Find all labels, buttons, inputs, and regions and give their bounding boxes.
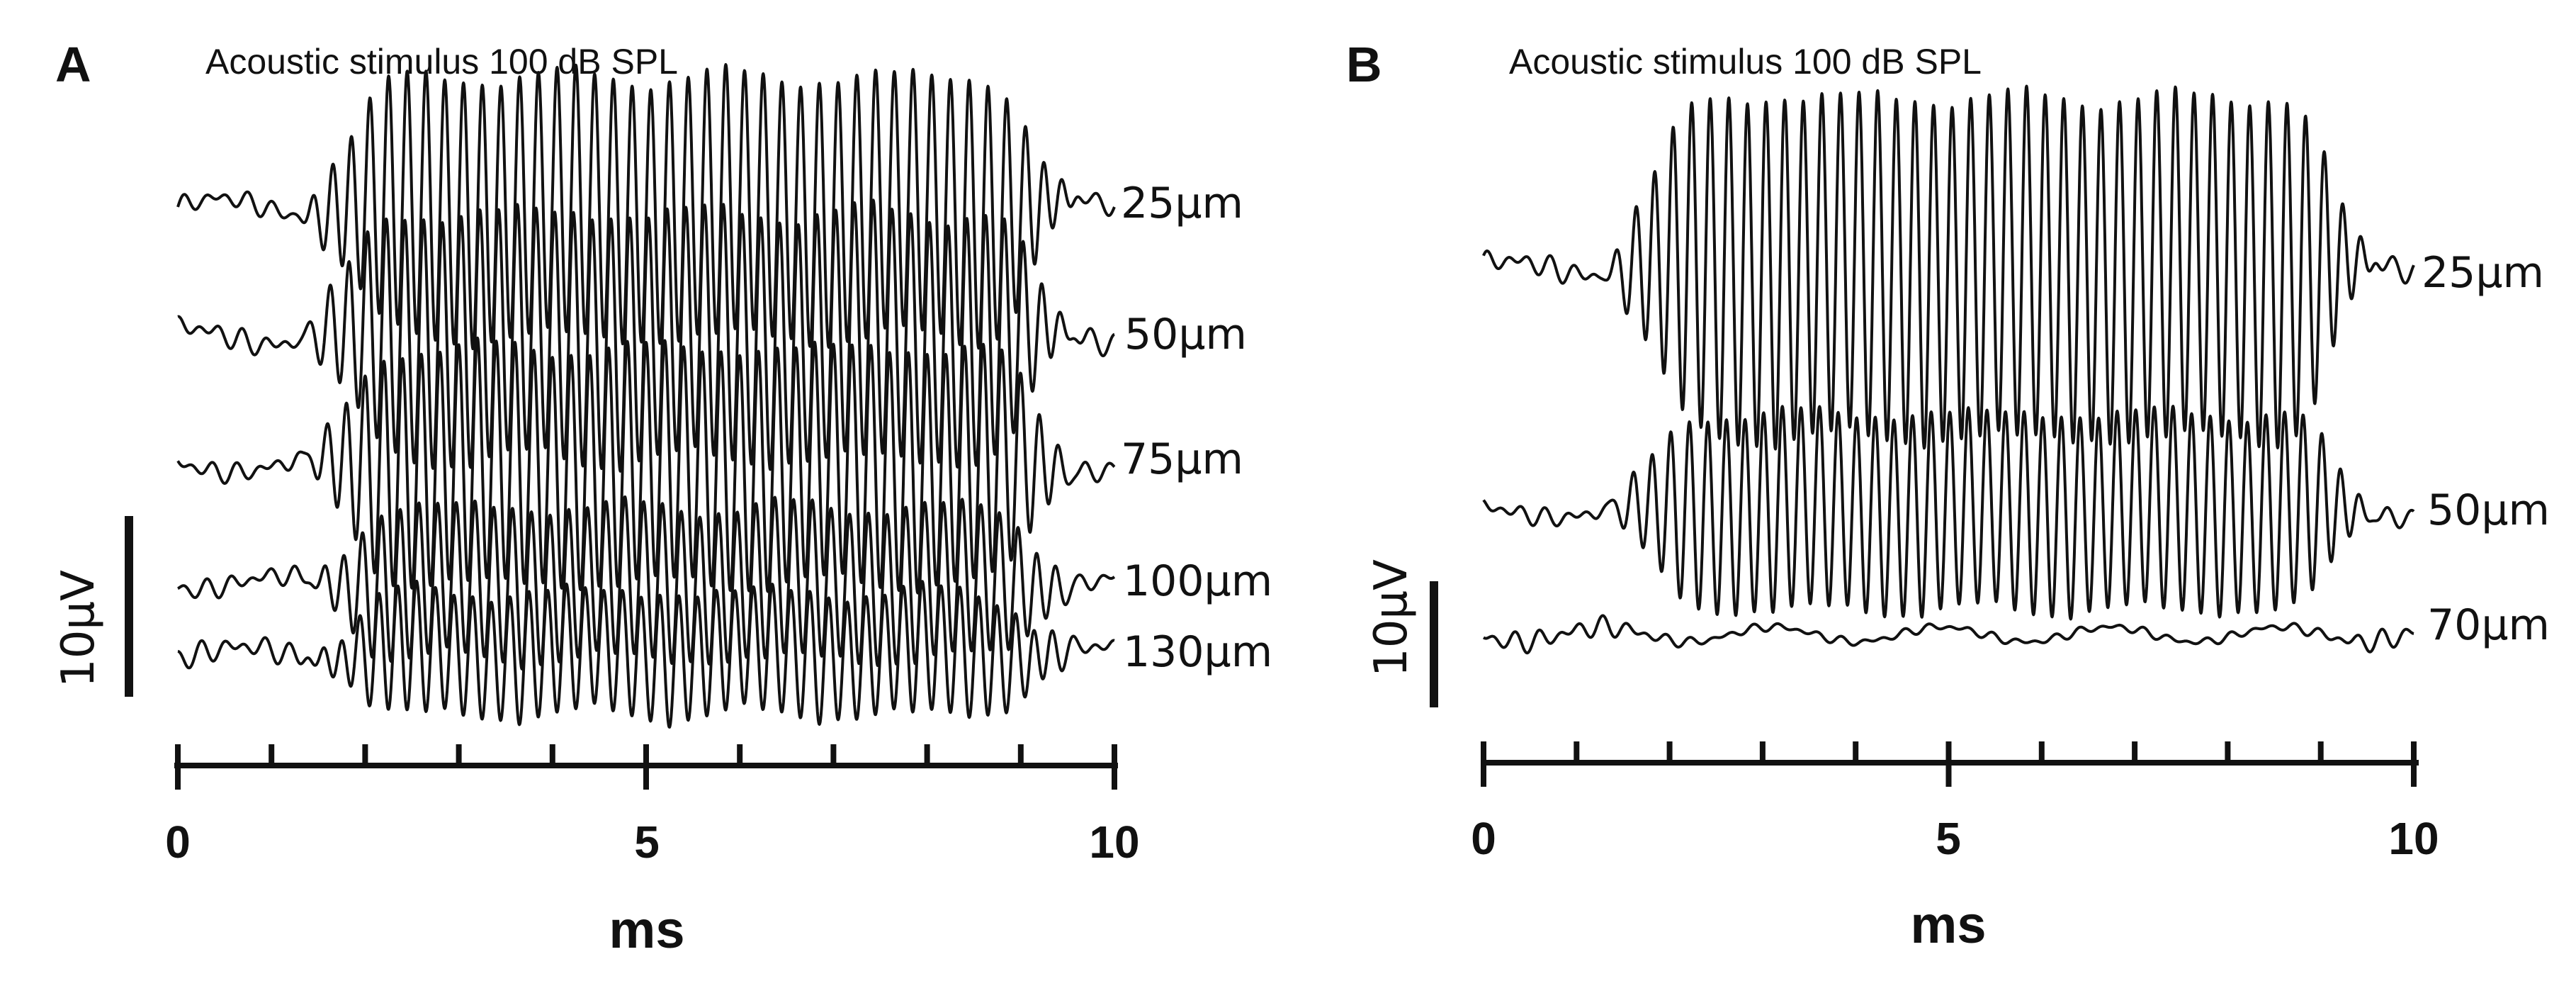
panel-a-traces	[176, 63, 1116, 729]
panel-b-x-axis	[1481, 741, 2419, 787]
trace-b-70um	[1482, 614, 2415, 655]
trace-label-a-130um: 130µm	[1123, 627, 1272, 677]
trace-label-b-50um: 50µm	[2427, 486, 2550, 535]
x-tick-label-a-10: 10	[1089, 817, 1139, 868]
trace-a-25um	[176, 63, 1116, 350]
x-tick-b-1	[1574, 741, 1580, 763]
x-tick-b-6	[2038, 741, 2045, 763]
x-tick-label-b-10: 10	[2388, 813, 2439, 864]
trace-label-b-70um: 70µm	[2427, 600, 2550, 650]
x-tick-label-a-0: 0	[165, 817, 191, 868]
trace-label-a-50um: 50µm	[1124, 310, 1247, 359]
x-tick-b-7	[2132, 741, 2138, 763]
trace-b-50um	[1482, 405, 2415, 621]
x-tick-b-3	[1759, 741, 1766, 763]
x-tick-a-6	[737, 744, 743, 766]
trace-label-a-75um: 75µm	[1121, 435, 1243, 484]
x-tick-b-2	[1666, 741, 1673, 763]
x-axis-title-a: ms	[609, 900, 685, 959]
x-tick-b-0	[1481, 741, 1486, 787]
trace-label-b-25um: 25µm	[2422, 248, 2544, 298]
x-tick-a-4	[549, 744, 555, 766]
x-tick-b-4	[1853, 741, 1859, 763]
x-axis-title-b: ms	[1911, 895, 1987, 954]
scale-bar-a	[125, 516, 133, 697]
trace-a-50um	[176, 198, 1116, 473]
x-tick-label-b-5: 5	[1936, 813, 1961, 864]
x-tick-a-9	[1017, 744, 1024, 766]
x-tick-a-10	[1112, 744, 1117, 790]
trace-label-a-25um: 25µm	[1121, 179, 1243, 228]
x-tick-label-a-5: 5	[634, 817, 660, 868]
scale-bar-b	[1430, 581, 1438, 707]
panel-a-letter: A	[55, 37, 91, 92]
x-tick-a-5	[643, 744, 649, 790]
trace-a-130um	[176, 579, 1116, 729]
scale-bar-a-label: 10µV	[52, 570, 105, 688]
panel-a-stimulus-title: Acoustic stimulus 100 dB SPL	[205, 42, 678, 82]
x-tick-a-8	[924, 744, 930, 766]
x-tick-a-3	[456, 744, 462, 766]
x-tick-b-8	[2225, 741, 2231, 763]
x-tick-b-10	[2411, 741, 2417, 787]
scale-bar-b-label: 10µV	[1365, 559, 1418, 677]
panel-a-x-axis	[174, 744, 1118, 790]
panel-b: B Acoustic stimulus 100 dB SPL 25µm 50µm…	[1346, 37, 2550, 954]
trace-label-a-100um: 100µm	[1123, 556, 1272, 606]
x-tick-a-0	[175, 744, 181, 790]
panel-b-letter: B	[1346, 37, 1382, 92]
trace-a-75um	[176, 336, 1116, 595]
panel-b-stimulus-title: Acoustic stimulus 100 dB SPL	[1509, 42, 1982, 82]
x-tick-a-7	[830, 744, 837, 766]
panel-a: A Acoustic stimulus 100 dB SPL 25µm 50µm…	[52, 37, 1272, 959]
x-tick-label-b-0: 0	[1471, 813, 1496, 864]
x-tick-a-2	[362, 744, 368, 766]
x-tick-b-9	[2317, 741, 2324, 763]
x-tick-b-5	[1945, 741, 1952, 787]
trace-b-25um	[1482, 84, 2415, 451]
x-tick-a-1	[269, 744, 275, 766]
trace-a-100um	[176, 495, 1116, 671]
panel-b-traces	[1482, 84, 2415, 655]
